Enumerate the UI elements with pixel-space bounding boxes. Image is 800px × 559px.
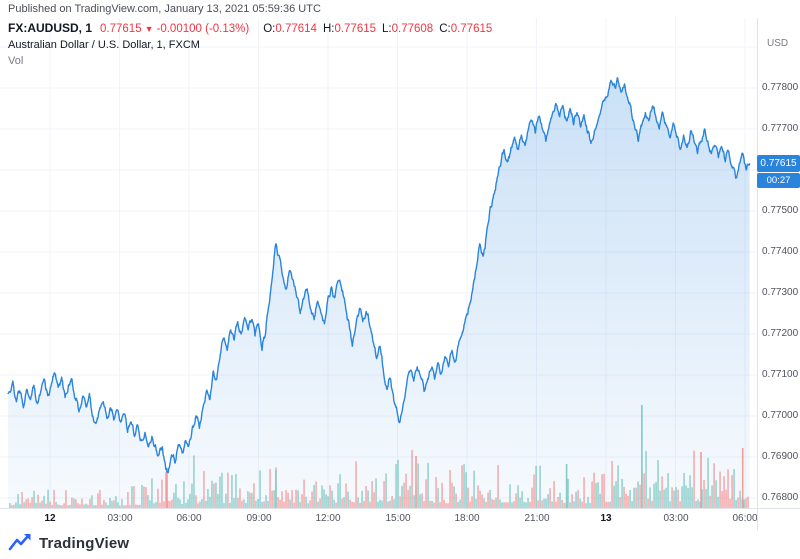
volume-bars <box>9 405 749 508</box>
time-tick-label: 15:00 <box>385 513 411 524</box>
volume-study-label[interactable]: Vol <box>8 55 24 67</box>
last-price-badge: 0.77615 <box>757 155 800 172</box>
symbol-title[interactable]: FX:AUDUSD, 1 <box>8 21 93 35</box>
price-tick-label: 0.77200 <box>762 328 799 339</box>
price-tick-label: 0.77700 <box>762 123 799 134</box>
last-price-value: 0.77615 <box>100 23 142 35</box>
price-tick-label: 0.77300 <box>762 287 799 298</box>
time-tick-label: 06:00 <box>176 513 202 524</box>
chart-legend: FX:AUDUSD, 1 0.77615 ▼ -0.00100 (-0.13%) O:0… <box>8 21 492 67</box>
time-tick-day-label: 12 <box>44 513 56 524</box>
low-value: L:0.77608 <box>382 23 434 35</box>
time-tick-label: 03:00 <box>663 513 689 524</box>
close-value: C:0.77615 <box>439 23 493 35</box>
time-tick-label: 03:00 <box>107 513 133 524</box>
time-tick-label: 18:00 <box>454 513 480 524</box>
legend-row-main: FX:AUDUSD, 1 0.77615 ▼ -0.00100 (-0.13%) O:0… <box>8 21 492 35</box>
price-tick-label: 0.76900 <box>762 451 799 462</box>
price-tick-label: 0.77400 <box>762 246 799 257</box>
price-area-fill <box>8 77 750 509</box>
time-tick-label: 09:00 <box>246 513 272 524</box>
time-tick-label: 21:00 <box>524 513 550 524</box>
open-value: O:0.77614 <box>263 23 317 35</box>
bar-countdown-badge: 00:27 <box>757 173 800 188</box>
price-tick-label: 0.77100 <box>762 369 799 380</box>
down-arrow-icon: ▼ <box>144 24 154 34</box>
price-axis-unit: USD <box>767 38 789 49</box>
published-header: Published on TradingView.com, January 13… <box>8 3 321 15</box>
price-tick-label: 0.76800 <box>762 492 799 503</box>
tradingview-wordmark: TradingView <box>39 534 130 552</box>
symbol-description: Australian Dollar / U.S. Dollar, 1, FXCM <box>8 39 200 51</box>
high-value: H:0.77615 <box>322 23 377 35</box>
tradingview-logo-icon <box>8 534 31 551</box>
price-tick-label: 0.77000 <box>762 410 799 421</box>
time-tick-day-label: 13 <box>600 513 612 524</box>
price-tick-label: 0.77800 <box>762 82 799 93</box>
price-line <box>7 77 751 474</box>
tradingview-footer[interactable]: TradingView <box>8 533 129 553</box>
time-axis[interactable]: 12 03:00 06:00 09:00 12:00 15:00 18:00 21:00 13 0… <box>0 511 757 528</box>
time-tick-label: 12:00 <box>315 513 341 524</box>
price-tick-label: 0.77500 <box>762 205 799 216</box>
time-tick-label: 06:00 <box>732 513 757 524</box>
price-change: -0.00100 (-0.13%) <box>156 23 250 35</box>
price-axis[interactable]: USD 0.77800 0.77700 0.77500 0.77400 0.77300 0… <box>758 0 800 559</box>
